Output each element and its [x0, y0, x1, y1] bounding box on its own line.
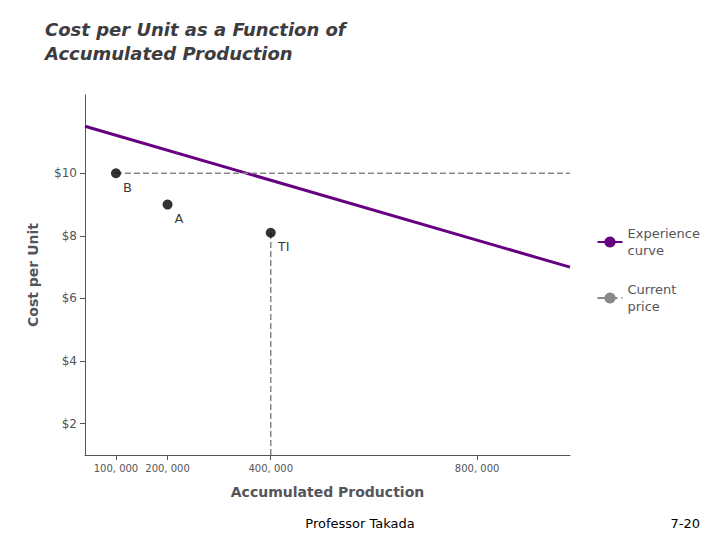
svg-text:$6: $6	[62, 291, 77, 305]
svg-text:A: A	[175, 211, 184, 226]
svg-text:B: B	[123, 180, 132, 195]
svg-text:$8: $8	[62, 229, 77, 243]
svg-text:Experience: Experience	[628, 226, 701, 241]
svg-text:200, 000: 200, 000	[145, 463, 190, 474]
svg-text:7-20: 7-20	[670, 516, 700, 531]
svg-text:Accumulated Production: Accumulated Production	[43, 43, 293, 64]
svg-text:Cost per Unit as a Function of: Cost per Unit as a Function of	[45, 19, 348, 40]
svg-text:800, 000: 800, 000	[455, 463, 500, 474]
svg-text:Accumulated Production: Accumulated Production	[231, 484, 424, 500]
svg-text:price: price	[628, 299, 660, 314]
svg-text:$2: $2	[62, 417, 77, 431]
svg-text:100, 000: 100, 000	[94, 463, 139, 474]
svg-text:Cost per Unit: Cost per Unit	[25, 223, 41, 327]
svg-text:Professor Takada: Professor Takada	[305, 516, 414, 531]
svg-text:$10: $10	[54, 166, 77, 180]
svg-text:TI: TI	[277, 239, 290, 254]
svg-text:$4: $4	[62, 354, 77, 368]
svg-text:curve: curve	[628, 243, 664, 258]
svg-text:400, 000: 400, 000	[248, 463, 293, 474]
svg-text:Current: Current	[628, 282, 677, 297]
